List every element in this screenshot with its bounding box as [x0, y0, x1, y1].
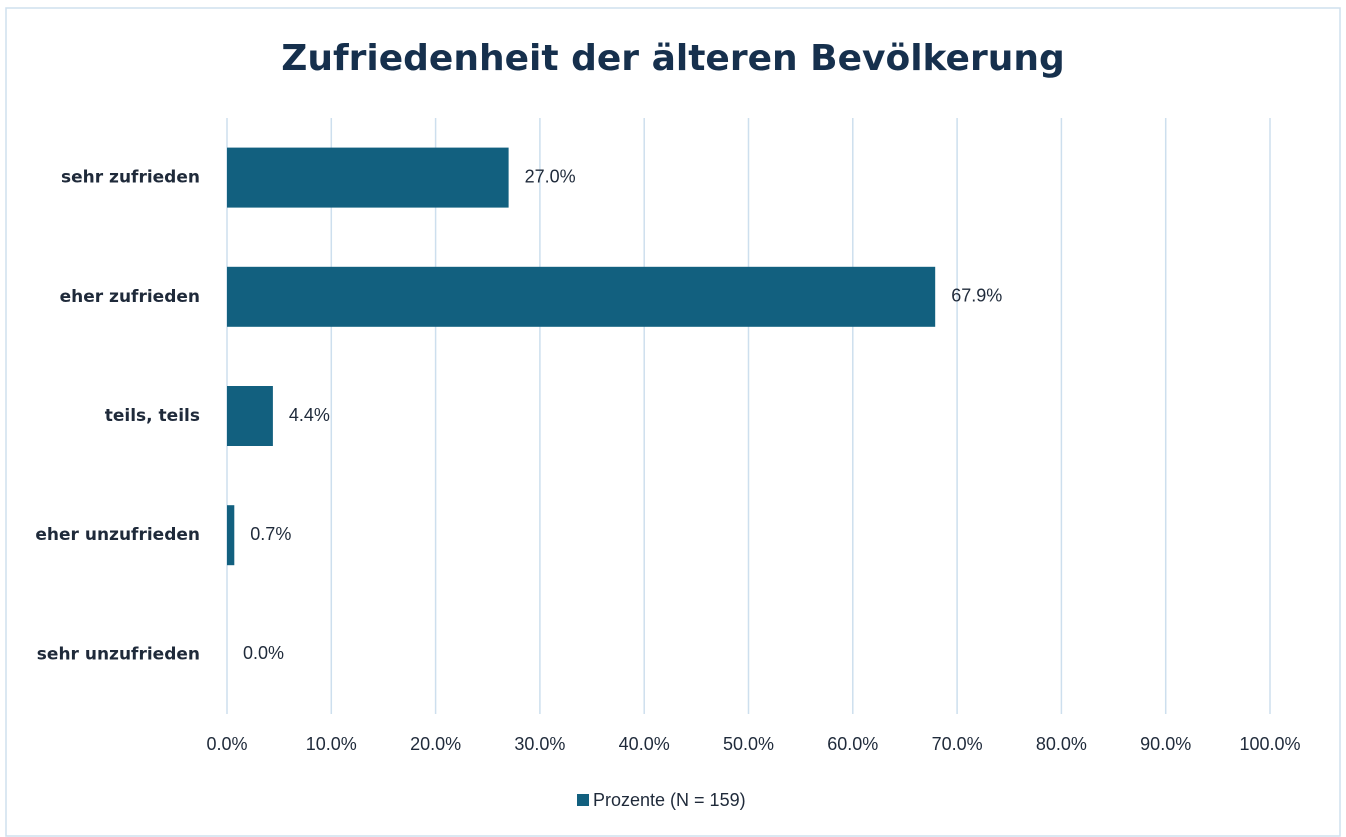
bar	[227, 266, 936, 327]
x-tick-label: 30.0%	[514, 734, 565, 754]
x-tick-label: 60.0%	[827, 734, 878, 754]
x-tick-label: 10.0%	[306, 734, 357, 754]
legend-swatch	[577, 794, 589, 806]
x-tick-label: 80.0%	[1036, 734, 1087, 754]
x-tick-label: 40.0%	[619, 734, 670, 754]
x-tick-label: 50.0%	[723, 734, 774, 754]
data-label: 27.0%	[525, 166, 576, 186]
data-label: 0.0%	[243, 643, 284, 663]
y-tick-label: teils, teils	[105, 406, 200, 426]
y-tick-label: eher unzufrieden	[35, 525, 200, 545]
bar	[227, 386, 273, 446]
data-label: 67.9%	[951, 286, 1002, 306]
y-tick-label: eher zufrieden	[60, 287, 200, 307]
x-tick-label: 70.0%	[932, 734, 983, 754]
bar	[227, 505, 235, 566]
legend-label: Prozente (N = 159)	[593, 790, 746, 810]
y-tick-label: sehr zufrieden	[61, 168, 200, 188]
y-tick-label: sehr unzufrieden	[37, 644, 200, 664]
x-tick-label: 90.0%	[1140, 734, 1191, 754]
data-label: 4.4%	[289, 405, 330, 425]
data-label: 0.7%	[250, 524, 291, 544]
x-tick-label: 100.0%	[1239, 734, 1300, 754]
x-tick-label: 20.0%	[410, 734, 461, 754]
bar	[227, 147, 509, 208]
chart-border	[5, 7, 1341, 837]
chart-title: Zufriedenheit der älteren Bevölkerung	[281, 38, 1064, 79]
x-tick-label: 0.0%	[206, 734, 247, 754]
